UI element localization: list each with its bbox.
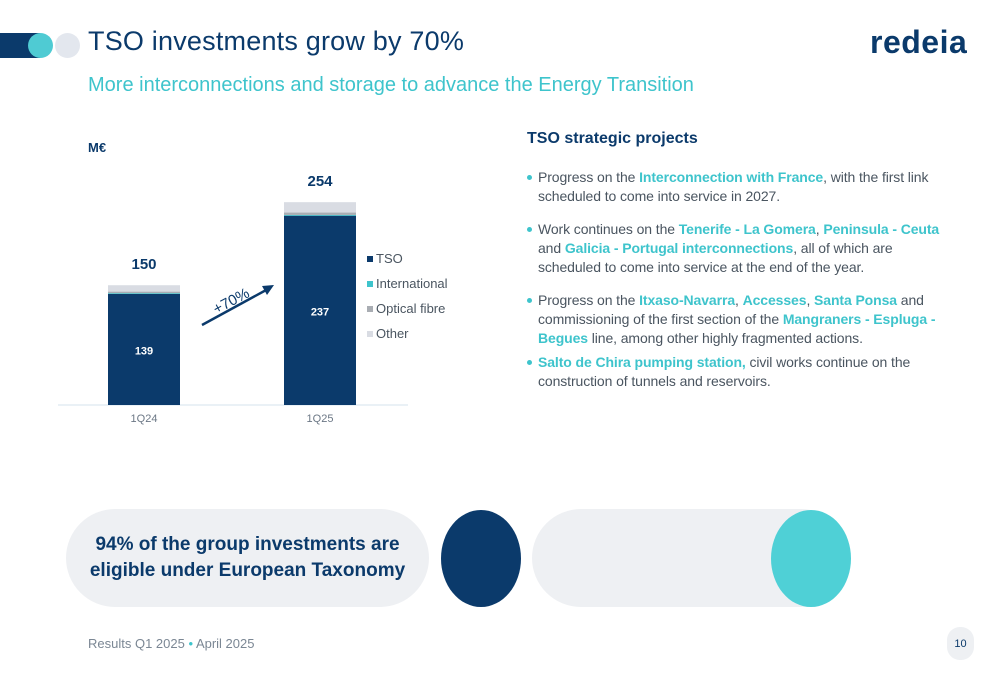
project-bullet: Progress on the Interconnection with Fra… <box>527 168 957 206</box>
project-bullet: Progress on the Itxaso-Navarra, Accesses… <box>527 291 957 348</box>
bar-segment-other <box>284 202 356 213</box>
footer: Results Q1 2025 • April 2025 <box>88 636 254 651</box>
bar-segment-optical-fibre <box>108 291 180 294</box>
bar-segment-tso <box>284 215 356 405</box>
legend-label: Optical fibre <box>376 301 445 316</box>
bar-segment-tso <box>108 294 180 405</box>
bullet-text: , <box>815 221 824 237</box>
projects-list: Progress on the Interconnection with Fra… <box>527 168 957 405</box>
taxonomy-highlight-pill: 94% of the group investments are eligibl… <box>66 509 429 607</box>
legend-swatch <box>367 281 373 287</box>
footer-date: April 2025 <box>195 636 255 651</box>
taxonomy-highlight-text: 94% of the group investments are eligibl… <box>89 534 406 581</box>
header-accent-dot-teal <box>28 33 53 58</box>
legend-swatch <box>367 256 373 262</box>
bullet-text: , all of which are scheduled to come int… <box>538 240 893 275</box>
bar-segment-other <box>108 285 180 292</box>
bullet-text: , <box>806 292 815 308</box>
bullet-text: and commissioning of the first section o… <box>538 292 924 327</box>
bullet-highlight: Santa Ponsa <box>814 292 897 308</box>
bullet-text: , <box>735 292 743 308</box>
decorative-circle-teal <box>771 510 851 607</box>
bullet-text: Progress on the <box>538 292 640 308</box>
bullet-highlight: Salto de Chira pumping station, <box>538 354 746 370</box>
bullet-text: , with the first link scheduled to come … <box>538 169 929 204</box>
bar-value-label: 139 <box>135 346 153 358</box>
bar-segment-international <box>108 293 180 294</box>
investment-bar-chart: M€ 139 150 1Q24 237 254 1Q25 +70% TSO Internation… <box>58 140 448 425</box>
bullet-text: line, among other highly fragmented acti… <box>587 330 863 346</box>
bar-total-label: 254 <box>307 173 333 190</box>
legend-label: TSO <box>376 251 403 266</box>
project-bullet: Salto de Chira pumping station, civil wo… <box>527 353 957 391</box>
bullet-highlight: Accesses <box>742 292 807 308</box>
redeia-logo: redeia <box>870 24 968 60</box>
legend-label: Other <box>376 326 409 341</box>
footer-separator: • <box>188 636 194 651</box>
unit-label: M€ <box>88 140 106 155</box>
page-subtitle: More interconnections and storage to adv… <box>88 74 694 96</box>
bullet-text: and <box>538 240 565 256</box>
growth-arrow-line <box>201 287 269 327</box>
bullet-text: Progress on the <box>538 169 640 185</box>
bullet-text: civil works continue on the construction… <box>538 354 911 389</box>
header-accent-dot-grey <box>55 33 80 58</box>
bullet-highlight: Mangraners - Espluga - Begues <box>538 311 936 346</box>
page-number: 10 <box>947 627 974 660</box>
bullet-highlight: Peninsula - Ceuta <box>823 221 940 237</box>
legend-swatch <box>367 331 373 337</box>
bar-segment-optical-fibre <box>284 212 356 215</box>
bullet-highlight: Galicia - Portugal interconnections <box>564 240 794 256</box>
bullet-text: Work continues on the <box>538 221 679 237</box>
page-title: TSO investments grow by 70% <box>88 26 465 56</box>
project-bullet: Work continues on the Tenerife - La Gome… <box>527 220 957 277</box>
footer-text: Results Q1 2025 <box>88 636 185 651</box>
bullet-highlight: Itxaso-Navarra <box>639 292 736 308</box>
bullet-highlight: Tenerife - La Gomera <box>678 221 816 237</box>
growth-annotation: +70% <box>210 285 252 318</box>
bar-total-label: 150 <box>131 256 156 273</box>
x-tick-label: 1Q24 <box>131 413 158 425</box>
projects-title: TSO strategic projects <box>527 130 698 147</box>
bar-value-label: 237 <box>311 306 329 318</box>
decorative-circle-dark <box>441 510 521 607</box>
legend-swatch <box>367 306 373 312</box>
legend-label: International <box>376 276 448 291</box>
x-tick-label: 1Q25 <box>307 413 334 425</box>
growth-arrow-head <box>262 285 274 295</box>
bar-segment-international <box>284 214 356 216</box>
bullet-highlight: Interconnection with France <box>639 169 824 185</box>
